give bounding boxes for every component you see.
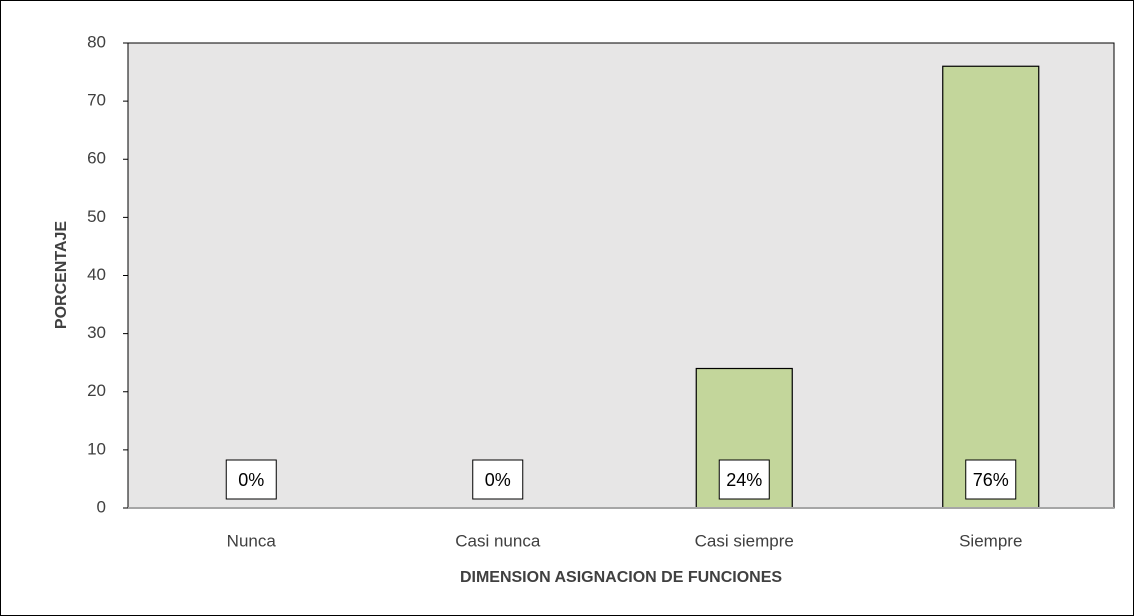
- y-tick-label: 80: [87, 32, 106, 51]
- value-label: 24%: [726, 470, 762, 490]
- y-tick-label: 40: [87, 265, 106, 284]
- y-tick-label: 50: [87, 207, 106, 226]
- x-tick-label: Siempre: [959, 531, 1022, 550]
- bar: [942, 65, 1040, 509]
- y-tick-label: 30: [87, 323, 106, 342]
- value-label-box: [225, 459, 277, 500]
- x-axis-title: DIMENSION ASIGNACION DE FUNCIONES: [460, 569, 782, 586]
- y-tick-label: 60: [87, 149, 106, 168]
- y-tick-label: 0: [97, 497, 106, 516]
- value-label: 76%: [973, 470, 1009, 490]
- x-tick-label: Casi siempre: [695, 531, 794, 550]
- y-axis-title: PORCENTAJE: [53, 221, 70, 329]
- value-label-box: [472, 459, 524, 500]
- value-label: 0%: [238, 470, 264, 490]
- y-tick-label: 70: [87, 91, 106, 110]
- value-label-box: [965, 459, 1017, 500]
- y-tick-label: 10: [87, 439, 106, 458]
- x-tick-label: Nunca: [227, 531, 277, 550]
- value-label-box: [718, 459, 770, 500]
- value-label: 0%: [485, 470, 511, 490]
- y-tick-label: 20: [87, 381, 106, 400]
- x-tick-label: Casi nunca: [455, 531, 541, 550]
